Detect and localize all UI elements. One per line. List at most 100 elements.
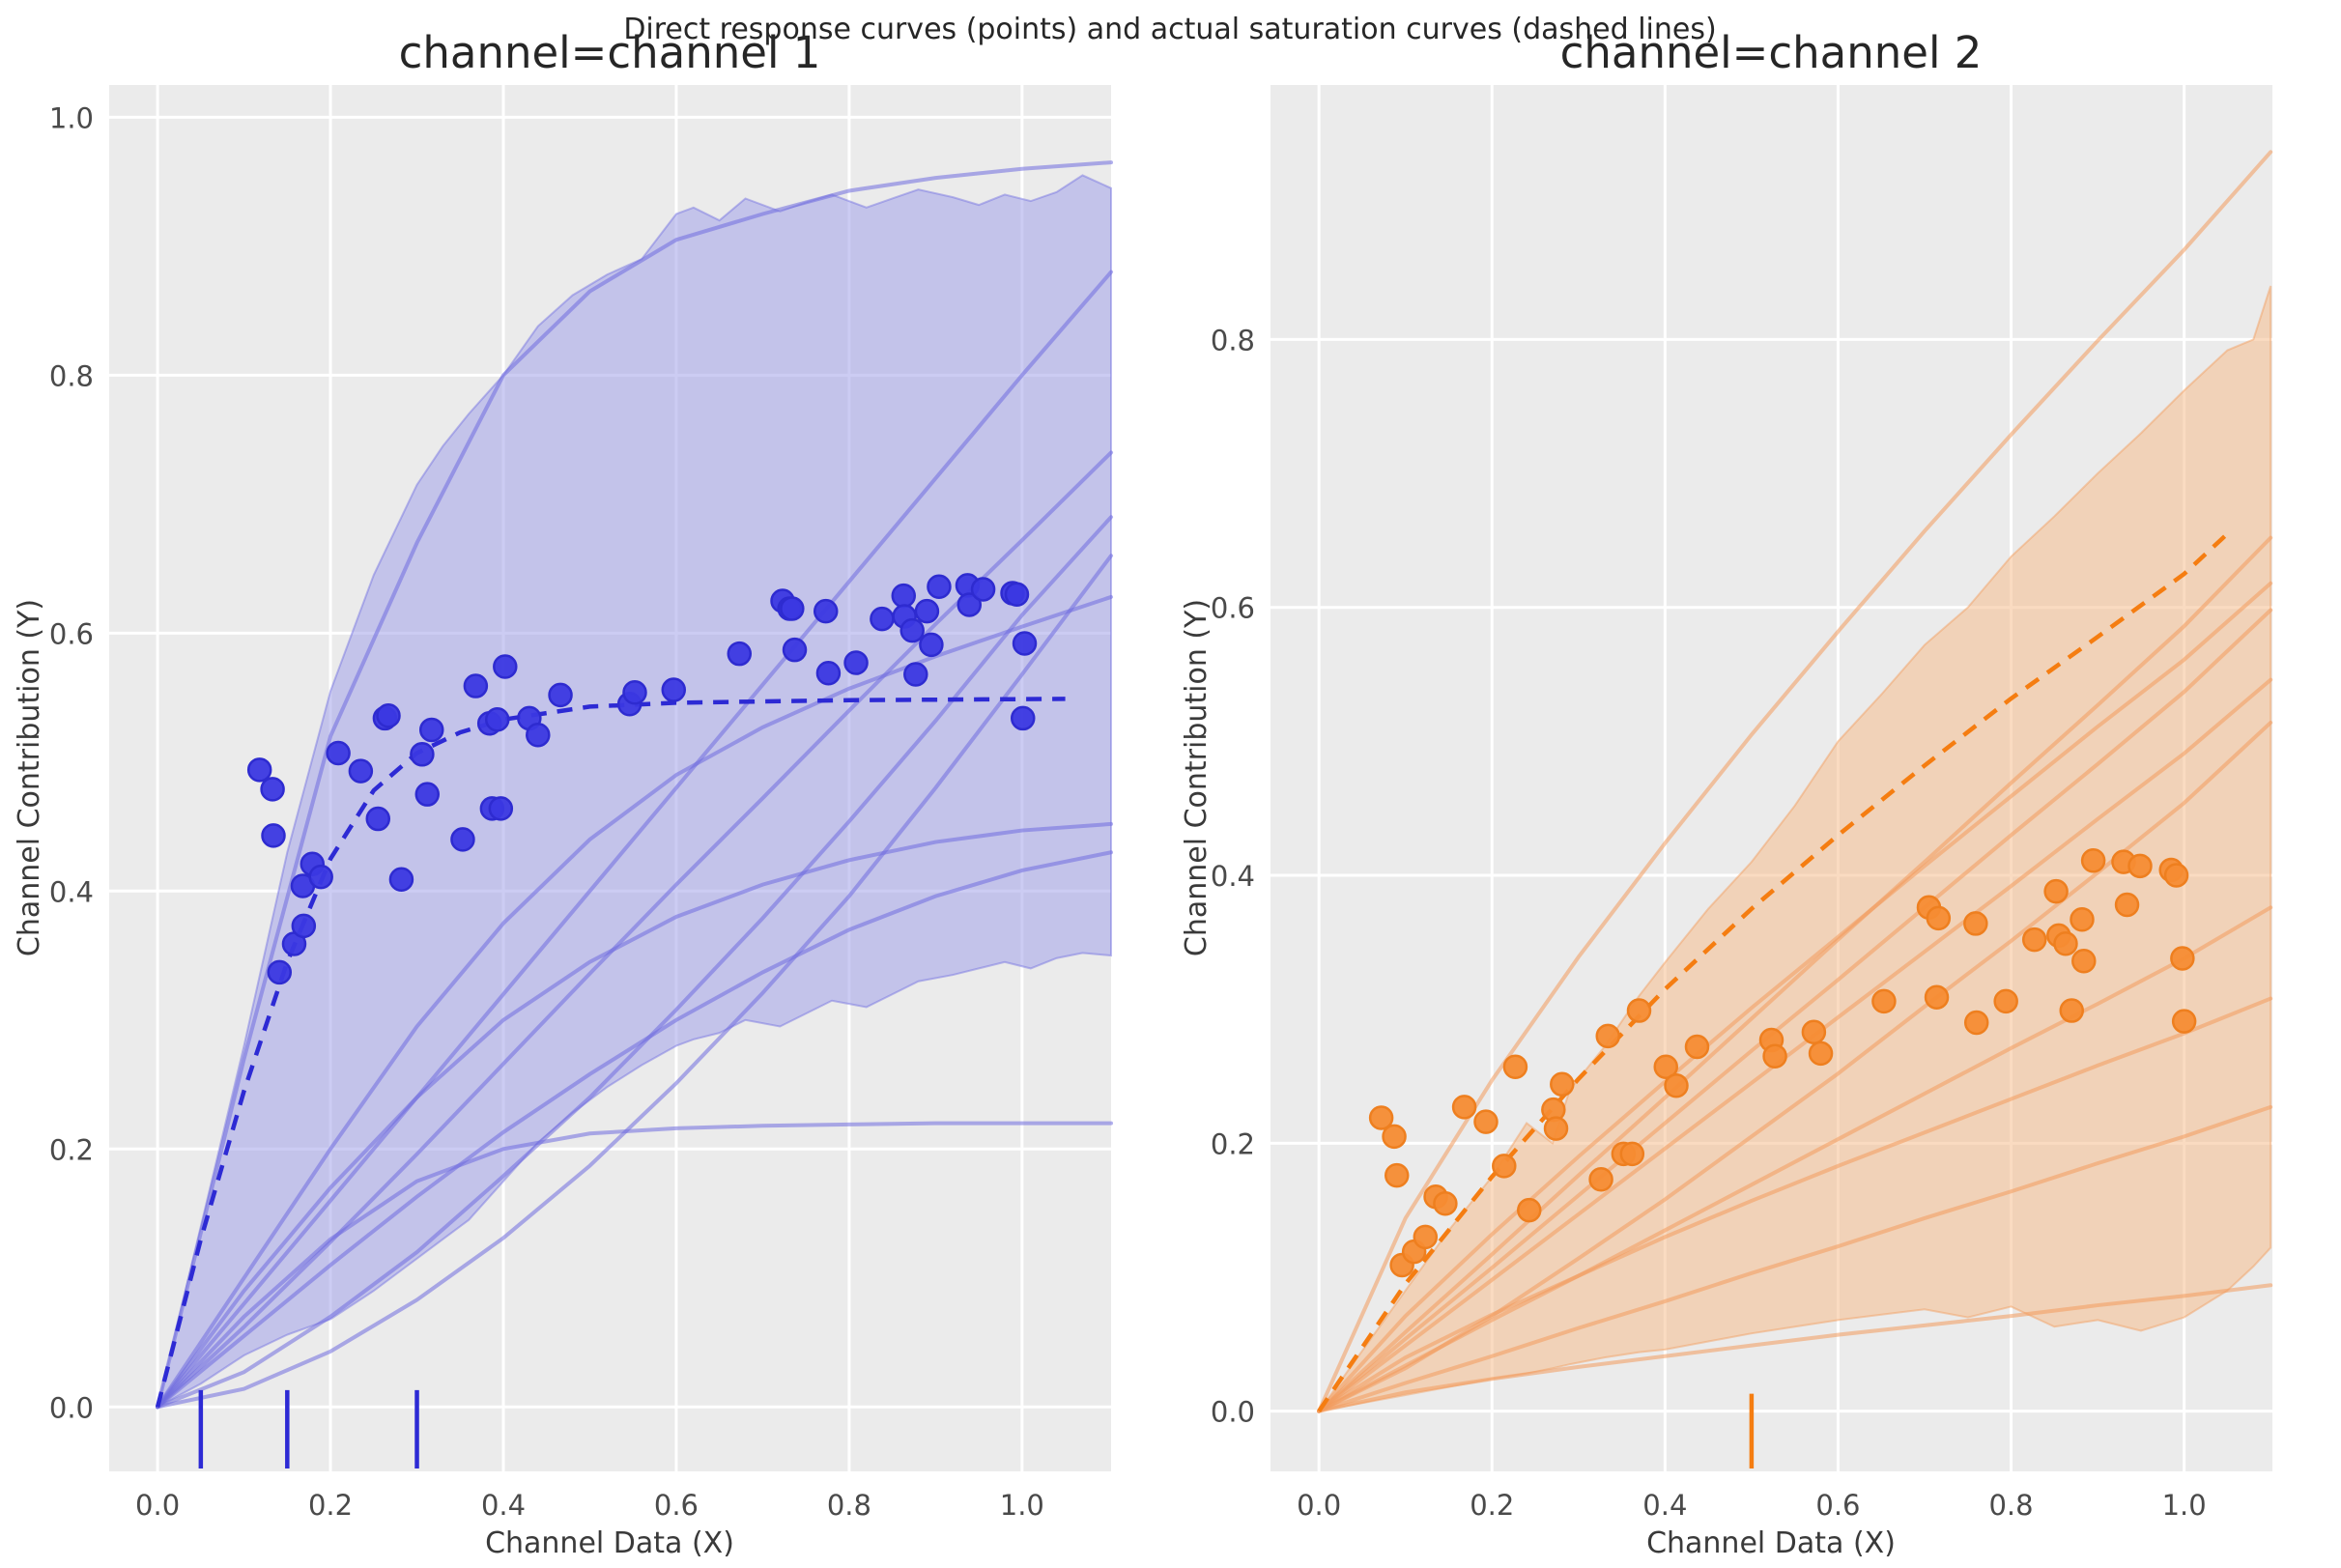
saturation-sample-curve — [156, 515, 1113, 1410]
response-point — [661, 677, 687, 702]
x-tick-label: 0.2 — [308, 1489, 353, 1522]
response-point — [410, 742, 435, 767]
response-point — [903, 662, 928, 687]
response-point — [1595, 1023, 1620, 1049]
y-tick-label: 0.6 — [1211, 592, 1255, 625]
saturation-sample-curve — [1317, 1104, 2273, 1413]
y-axis-label-channel-1: Channel Contribution (Y) — [13, 599, 46, 956]
response-point — [1653, 1054, 1678, 1080]
response-point — [2059, 998, 2084, 1023]
x-tick-label: 0.4 — [481, 1489, 526, 1522]
saturation-sample-curve — [1317, 150, 2273, 1413]
response-point — [484, 707, 510, 732]
response-point — [815, 660, 842, 686]
response-point — [414, 782, 441, 807]
x-tick-label: 0.6 — [654, 1489, 699, 1522]
x-axis-label-channel-1: Channel Data (X) — [485, 1526, 734, 1560]
saturation-sample-curve — [1317, 535, 2273, 1413]
y-tick-label: 0.6 — [49, 617, 94, 650]
response-point — [1433, 1190, 1458, 1216]
response-point — [1451, 1095, 1477, 1120]
y-tick-label: 0.0 — [49, 1391, 94, 1424]
saturation-sample-curve — [156, 1121, 1113, 1410]
response-point — [2171, 1009, 2197, 1034]
saturation-sample-curve — [156, 554, 1113, 1410]
response-point — [1473, 1109, 1499, 1134]
response-point — [2070, 907, 2095, 932]
response-point — [2021, 927, 2047, 953]
response-point — [1384, 1162, 1410, 1188]
response-point — [291, 913, 317, 939]
response-point — [914, 598, 940, 624]
x-tick-label: 0.0 — [135, 1489, 180, 1522]
response-point — [493, 654, 518, 679]
response-point — [2053, 930, 2078, 956]
saturation-sample-curve — [156, 270, 1113, 1410]
response-point — [1543, 1116, 1569, 1141]
response-point — [891, 583, 917, 609]
response-point — [919, 632, 944, 658]
response-point — [261, 823, 286, 848]
response-point — [2080, 848, 2106, 873]
response-point — [1993, 988, 2018, 1014]
response-point — [2127, 853, 2153, 879]
response-point — [813, 598, 839, 624]
channel-1-plot-area: 0.0 0.2 0.4 0.6 0.8 1.0 0.0 0.2 0.4 0.6 0.8 1.0 — [49, 85, 1113, 1522]
saturation-sample-curve — [1317, 905, 2273, 1413]
y-tick-label: 0.4 — [49, 875, 94, 908]
response-point — [1664, 1072, 1689, 1098]
y-tick-label: 0.8 — [1211, 324, 1255, 356]
response-point — [1382, 1124, 1407, 1150]
x-tick-label: 0.4 — [1642, 1489, 1687, 1522]
response-point — [246, 757, 272, 783]
response-point — [843, 650, 869, 675]
response-point — [450, 827, 475, 852]
x-tick-label: 0.8 — [1988, 1489, 2033, 1522]
response-point — [2071, 949, 2097, 974]
response-point — [1762, 1043, 1787, 1069]
actual-saturation-dashed-curve — [1317, 531, 2229, 1412]
y-tick-label: 0.8 — [49, 359, 94, 392]
saturation-sample-curve — [1317, 677, 2273, 1413]
saturation-sample-curve — [156, 160, 1113, 1410]
x-tick-label: 1.0 — [2162, 1489, 2207, 1522]
channel-2-plot-area: 0.0 0.2 0.4 0.6 0.8 1.0 0.0 0.2 0.4 0.6 0.8 — [1211, 85, 2273, 1522]
response-point — [1012, 631, 1038, 656]
saturation-sample-curve — [156, 594, 1113, 1410]
response-point — [1626, 998, 1652, 1023]
response-point — [782, 637, 808, 663]
x-tick-label: 0.2 — [1470, 1489, 1514, 1522]
response-point — [388, 867, 414, 893]
response-point — [1004, 582, 1030, 608]
subplot-title-channel-1: channel=channel 1 — [399, 27, 821, 78]
y-tick-label: 0.2 — [1211, 1127, 1255, 1160]
response-point — [1550, 1071, 1575, 1098]
response-point — [1413, 1224, 1439, 1250]
y-tick-label: 0.2 — [49, 1133, 94, 1166]
response-point — [870, 606, 895, 632]
saturation-sample-curve — [1317, 608, 2273, 1413]
uncertainty-band — [1316, 285, 2272, 1413]
response-point — [1926, 905, 1952, 931]
response-point — [365, 806, 391, 832]
response-point — [1502, 1054, 1528, 1080]
response-point — [348, 758, 374, 784]
response-point — [2163, 863, 2189, 888]
x-tick-label: 1.0 — [1000, 1489, 1044, 1522]
y-tick-label: 0.0 — [1211, 1396, 1255, 1429]
saturation-sample-curve — [1317, 996, 2273, 1413]
response-point — [526, 723, 551, 748]
response-point — [1684, 1034, 1710, 1060]
response-point — [308, 864, 333, 890]
response-point — [267, 959, 293, 985]
response-point — [1492, 1154, 1517, 1179]
figure-suptitle: Direct response curves (points) and actu… — [623, 13, 1716, 46]
response-point — [1963, 1010, 1989, 1036]
response-point — [970, 577, 996, 602]
response-point — [1517, 1197, 1542, 1223]
saturation-sample-curve — [156, 850, 1113, 1410]
response-point — [622, 679, 647, 705]
x-tick-label: 0.0 — [1297, 1489, 1341, 1522]
